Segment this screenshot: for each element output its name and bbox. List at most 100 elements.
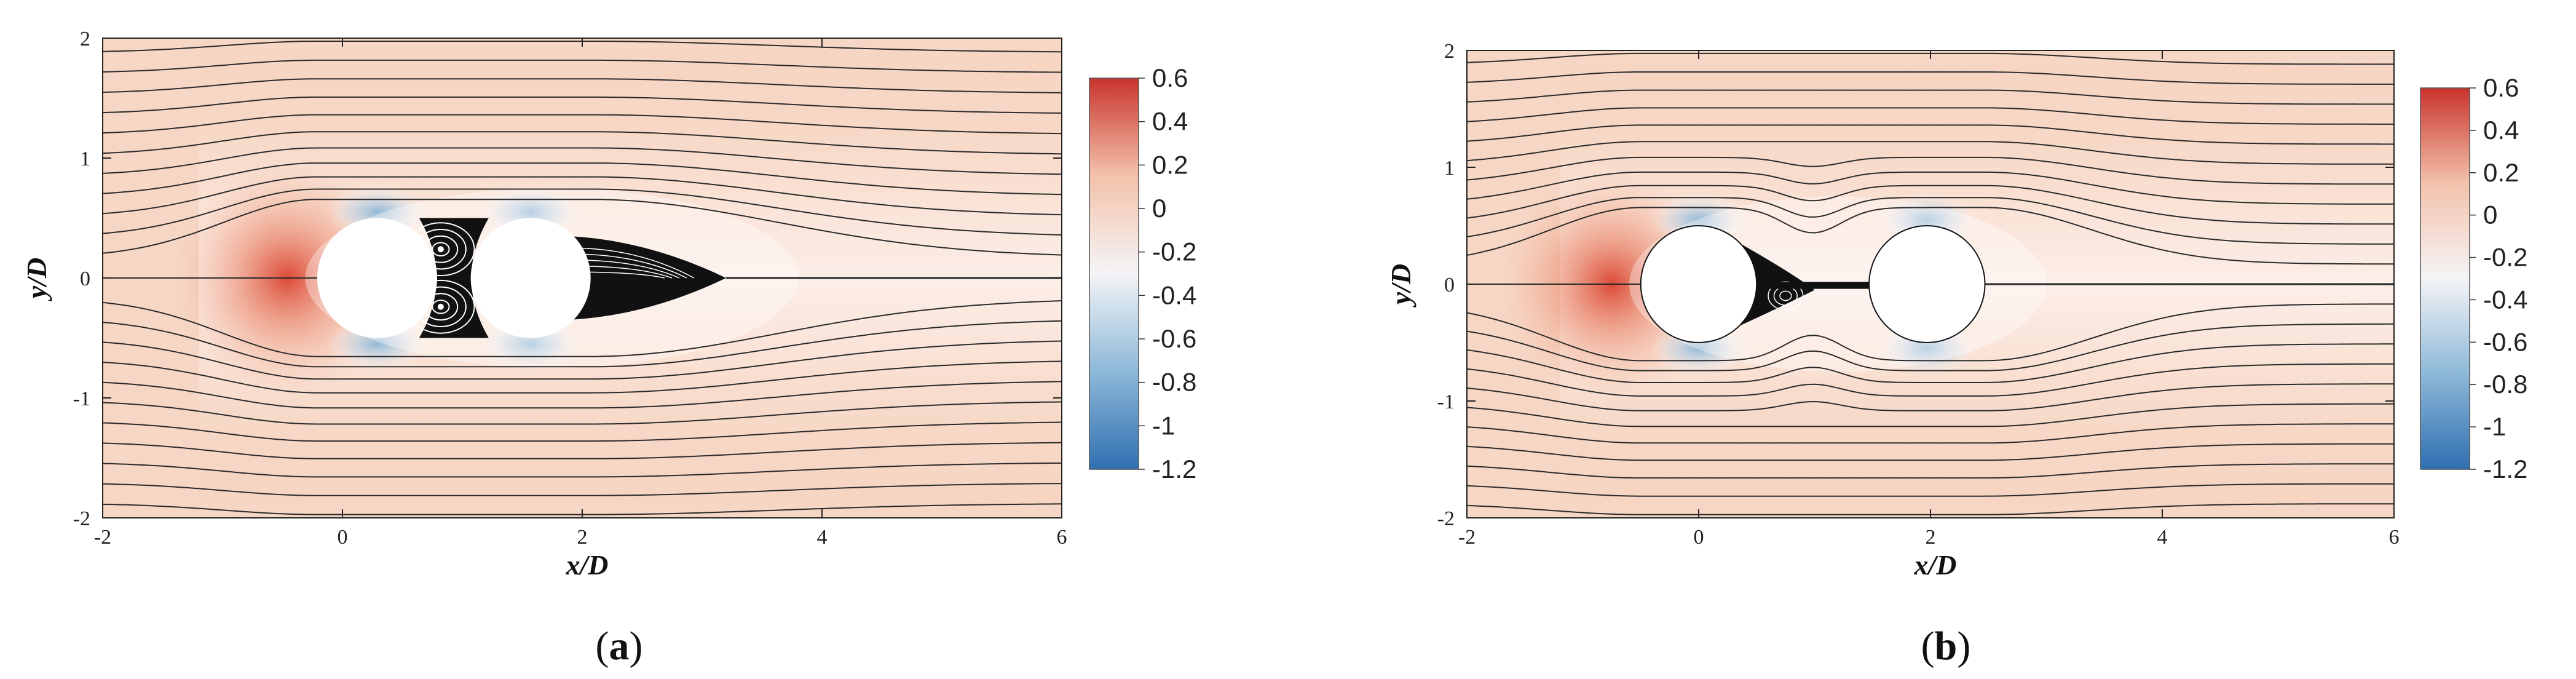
colorbar-tick-label: 0.6 (1152, 63, 1188, 92)
x-tick-label: 6 (2389, 526, 2400, 549)
subcaption-close-a: ) (630, 624, 643, 669)
vortex-ring (432, 300, 450, 314)
recirculation-zones-b (1733, 239, 1980, 329)
y-tick-label: 0 (1444, 274, 1455, 296)
vortex-ring (432, 242, 450, 256)
colorbar-tick-label: -0.4 (2483, 285, 2527, 314)
colorbar-tick-label: -1 (2483, 412, 2506, 441)
streamline (1467, 383, 2394, 411)
streamline (103, 131, 1062, 155)
panel-a: -2 0 2 4 6 -2 -1 0 1 2 x/D y/D 0.6 0.4 0.2 0 -0.2 -0.… (21, 28, 1196, 669)
colorbar-gradient (1089, 77, 1139, 470)
streamline (1467, 403, 2394, 427)
streamline (103, 78, 1062, 93)
streamline (103, 462, 1062, 478)
streamline (1467, 303, 2394, 362)
subcaption-a: (a) (596, 624, 643, 669)
x-tick-label: 4 (817, 526, 828, 549)
cylinders-a (317, 218, 591, 338)
streamline (103, 162, 1062, 196)
colorbar-tick-label: 0.4 (2483, 116, 2519, 145)
streamline (1467, 124, 2394, 145)
streamline (1467, 207, 2394, 265)
colorbar-a: 0.6 0.4 0.2 0 -0.2 -0.4 -0.6 -0.8 -1 -1.2 (1089, 63, 1196, 483)
y-tick-label: -1 (73, 387, 90, 410)
streamline (1467, 343, 2394, 383)
streamline (1467, 483, 2394, 497)
colorbar-tick-label: -1 (1152, 411, 1175, 440)
streamline (1467, 423, 2394, 444)
subcaption-close-b: ) (1957, 624, 1970, 669)
colorbar-gradient (2420, 87, 2470, 470)
subcaption-open-a: ( (596, 624, 609, 669)
x-tick-label: 0 (1694, 526, 1704, 549)
streamline (1467, 89, 2394, 105)
x-tick-label: 2 (577, 526, 588, 549)
streamline (1467, 71, 2394, 85)
streamline (103, 421, 1062, 442)
colorbar-tick-label: 0.6 (2483, 73, 2519, 102)
subcaption-b: (b) (1921, 624, 1971, 669)
colorbar-tick-label: 0.2 (2483, 158, 2519, 187)
y-tick-label: -2 (1437, 507, 1455, 530)
y-ticks-a: -2 -1 0 1 2 (73, 28, 1062, 530)
colorbar-b: 0.6 0.4 0.2 0 -0.2 -0.4 -0.6 -0.8 -1 -1.2 (2420, 73, 2527, 483)
streamline (1467, 463, 2394, 479)
wake-streamline (571, 247, 695, 279)
x-tick-label: -2 (1458, 526, 1476, 549)
subcaption-letter-a: a (609, 624, 630, 669)
colorbar-tick-label: -1.2 (1152, 455, 1196, 483)
cylinders-b (1640, 225, 1986, 343)
streamline (1467, 156, 2394, 185)
streamline (1467, 197, 2394, 245)
streamline (103, 96, 1062, 114)
cylinder (1868, 225, 1986, 343)
streamline (1467, 185, 2394, 225)
streamline (103, 340, 1062, 380)
x-ticks-a: -2 0 2 4 6 (94, 38, 1067, 549)
streamline (103, 320, 1062, 368)
colorbar-tick-label: 0.4 (1152, 107, 1188, 136)
streamline (103, 381, 1062, 409)
colorbar-tick-label: 0 (2483, 201, 2497, 229)
streamline (103, 114, 1062, 135)
y-axis-label-a: y/D (21, 258, 52, 301)
subcaption-open-b: ( (1921, 624, 1935, 669)
recirculation-zones-a (406, 218, 726, 338)
colorbar-tick-label: -0.4 (1152, 280, 1196, 309)
cylinder (317, 218, 438, 338)
subcaption-letter-b: b (1935, 624, 1958, 669)
wake-streamline (571, 253, 687, 279)
streamline (103, 188, 1062, 236)
x-tick-label: 4 (2157, 526, 2168, 549)
x-tick-label: -2 (94, 526, 111, 549)
colorbar-tick-label: -0.6 (2483, 327, 2527, 356)
x-tick-label: 2 (1926, 526, 1936, 549)
colorbar-tick-label: 0 (1152, 194, 1166, 223)
streamline (1467, 443, 2394, 461)
y-tick-label: 2 (80, 28, 90, 50)
cylinder (470, 218, 591, 338)
streamline (103, 360, 1062, 394)
streamline (1467, 323, 2394, 371)
y-tick-label: 2 (1444, 40, 1455, 63)
colorbar-tick-label: -0.2 (2483, 243, 2527, 272)
y-tick-label: 1 (80, 148, 90, 170)
streamline (1467, 363, 2394, 397)
panel-b: -2 0 2 4 6 -2 -1 0 1 2 x/D y/D 0.6 0.4 0.2 0 -0.2 -0.… (1385, 40, 2527, 669)
vortex-center (437, 246, 444, 253)
colorbar-tick-label: -1.2 (2483, 455, 2527, 483)
colorbar-tick-label: -0.8 (2483, 370, 2527, 399)
streamline (103, 199, 1062, 256)
x-tick-label: 6 (1057, 526, 1067, 549)
streamline (103, 300, 1062, 357)
streamline (103, 176, 1062, 216)
wake-recirculation (566, 236, 726, 320)
streamlines-a (103, 41, 1062, 515)
streamline (103, 147, 1062, 175)
streamline (103, 59, 1062, 73)
gap-recirculation (419, 218, 489, 338)
x-ticks-b: -2 0 2 4 6 (1458, 50, 2400, 549)
x-axis-label-a: x/D (566, 549, 609, 581)
